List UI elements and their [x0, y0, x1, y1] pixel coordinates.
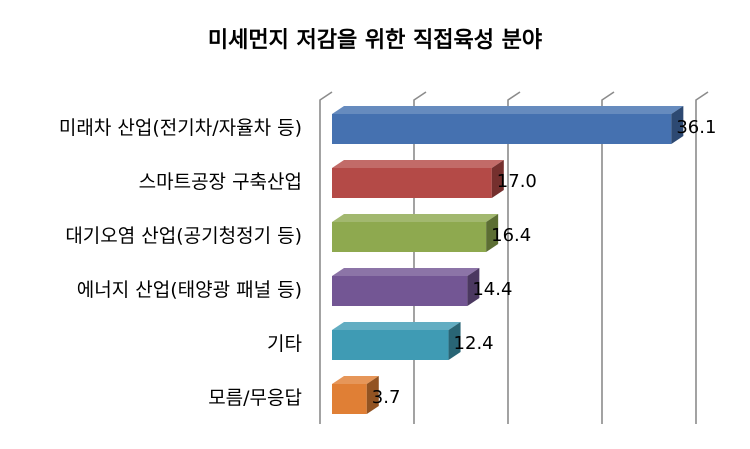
bar-side [486, 214, 499, 252]
category-label: 에너지 산업(태양광 패널 등) [77, 279, 302, 301]
bar-side [467, 268, 480, 306]
gridline [319, 91, 333, 424]
category-label: 기타 [267, 333, 302, 355]
bar-top [332, 106, 684, 114]
bar-side [491, 160, 504, 198]
bar [332, 376, 379, 414]
bar-side [671, 106, 684, 144]
gridline [695, 91, 709, 424]
bar-top [332, 160, 504, 168]
bar-front [332, 168, 492, 198]
data-label: 36.1 [676, 117, 716, 138]
data-label: 12.4 [454, 333, 494, 354]
bar-side [366, 376, 379, 414]
data-label: 16.4 [491, 225, 531, 246]
bar-front [332, 222, 487, 252]
bar [332, 106, 684, 144]
category-label: 모름/무응답 [208, 387, 302, 409]
bar-top [332, 322, 461, 330]
data-label: 3.7 [372, 387, 401, 408]
bar [332, 160, 504, 198]
gridline [601, 91, 615, 424]
category-label: 미래차 산업(전기차/자율차 등) [59, 117, 302, 139]
bar-front [332, 276, 468, 306]
bar-top [332, 214, 499, 222]
bar [332, 322, 461, 360]
bar-front [332, 114, 672, 144]
gridline [507, 91, 521, 424]
bar [332, 268, 480, 306]
bar [332, 214, 499, 252]
data-label: 14.4 [472, 279, 512, 300]
bar-front [332, 384, 367, 414]
bar-top [332, 376, 379, 384]
bar-side [448, 322, 461, 360]
gridline [413, 91, 427, 424]
gridlines [319, 91, 709, 424]
bar-front [332, 330, 449, 360]
bar-top [332, 268, 480, 276]
category-label: 스마트공장 구축산업 [139, 171, 302, 193]
chart-title: 미세먼지 저감을 위한 직접육성 분야 [207, 28, 543, 53]
category-label: 대기오염 산업(공기청정기 등) [65, 225, 302, 247]
data-label: 17.0 [497, 171, 537, 192]
